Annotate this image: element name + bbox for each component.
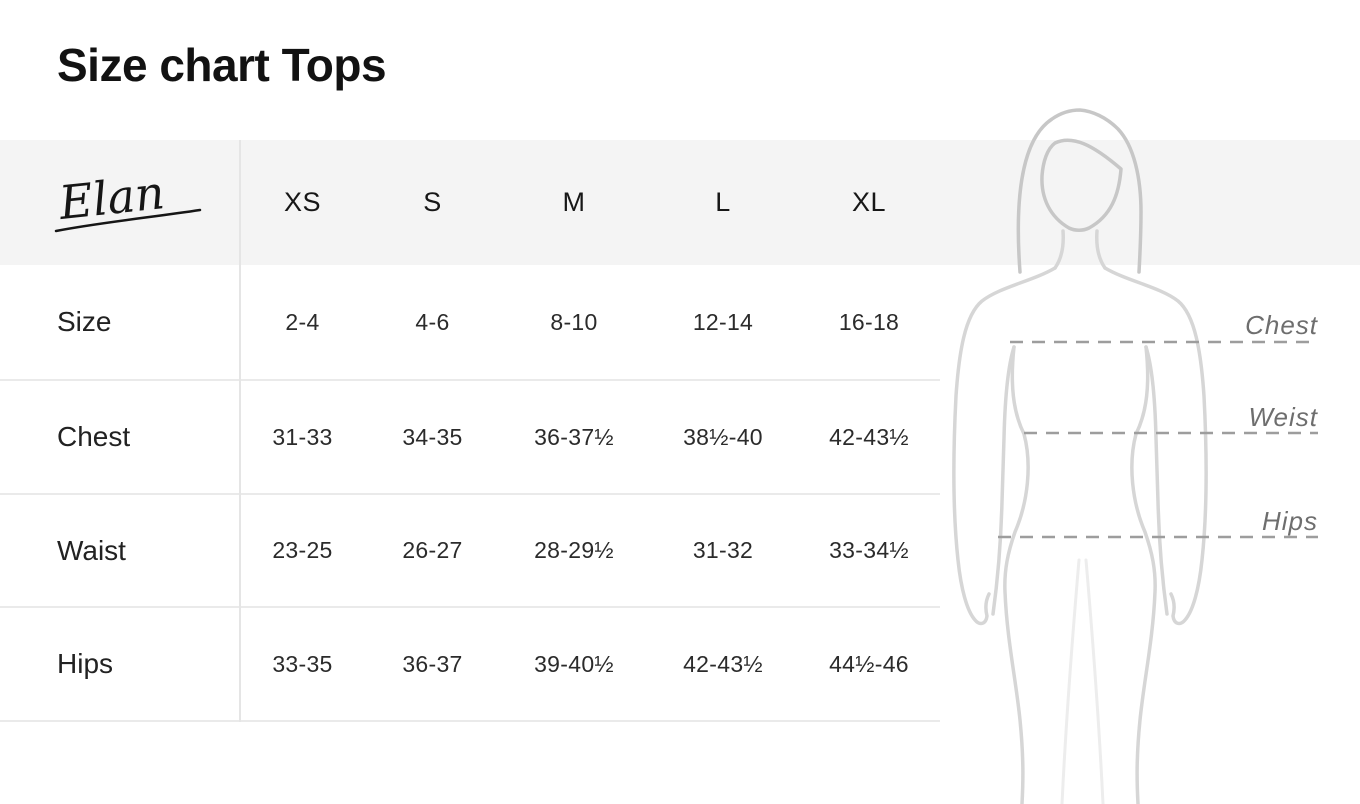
table-row-chest: Chest 31-33 34-35 36-37½ 38½-40 42-43½ <box>0 381 940 495</box>
brand-logo-text: Elan <box>56 165 167 230</box>
measurement-label-weist: Weist <box>1248 402 1318 432</box>
measurement-label-hips: Hips <box>1261 506 1318 536</box>
column-header-l: L <box>715 187 731 217</box>
table-cell: 36-37½ <box>534 423 614 450</box>
table-cell: 42-43½ <box>829 423 909 450</box>
figure-torso-leg-left <box>1003 345 1030 804</box>
figure-arm-right-inner <box>1144 345 1169 616</box>
table-cell: 33-34½ <box>829 537 909 563</box>
figure-face <box>1040 138 1123 232</box>
column-header-s: S <box>423 187 442 217</box>
table-cell: 38½-40 <box>683 423 763 450</box>
table-cell: 23-25 <box>272 537 333 563</box>
table-row-size: Size 2-4 4-6 8-10 12-14 16-18 <box>0 265 940 381</box>
body-figure-illustration <box>952 108 1318 804</box>
figure-arm-left-inner <box>991 345 1016 616</box>
column-header-xl: XL <box>851 187 887 217</box>
table-header-row: Elan XS S M L XL <box>0 140 940 265</box>
brand-logo: Elan <box>54 165 202 233</box>
table-cell: 34-35 <box>402 423 463 450</box>
table-cell: 31-32 <box>692 537 754 563</box>
table-vertical-divider <box>239 140 241 722</box>
brand-logo-underline <box>54 208 202 233</box>
column-header-m: M <box>562 187 586 217</box>
brand-cell: Elan <box>0 160 240 245</box>
table-cell: 39-40½ <box>534 650 614 677</box>
page-title: Size chart Tops <box>57 39 387 91</box>
figure-leg-inner-left <box>1060 558 1081 804</box>
table-cell: 44½-46 <box>829 650 909 677</box>
table-cell: 2-4 <box>285 308 320 335</box>
table-cell: 28-29½ <box>534 537 614 563</box>
table-cell: 16-18 <box>838 308 900 335</box>
row-label-size: Size <box>57 306 112 337</box>
row-label-waist: Waist <box>57 534 126 566</box>
table-cell: 8-10 <box>550 308 598 335</box>
size-table: Elan XS S M L XL Size 2-4 4-6 8-10 12-14… <box>0 140 940 722</box>
table-row-waist: Waist 23-25 26-27 28-29½ 31-32 33-34½ <box>0 495 940 608</box>
table-cell: 31-33 <box>272 423 333 450</box>
table-cell: 4-6 <box>415 308 450 335</box>
table-row-hips: Hips 33-35 36-37 39-40½ 42-43½ 44½-46 <box>0 608 940 722</box>
column-header-xs: XS <box>283 187 322 217</box>
row-label-hips: Hips <box>57 648 114 679</box>
measurement-label-chest: Chest <box>1245 310 1318 340</box>
figure-neck-right <box>1095 229 1107 270</box>
figure-leg-inner-right <box>1084 558 1105 804</box>
figure-hair <box>1016 108 1143 274</box>
figure-torso-leg-right <box>1130 345 1157 804</box>
figure-arm-left-outer <box>952 266 1057 626</box>
figure-neck-left <box>1053 229 1065 270</box>
table-cell: 33-35 <box>272 650 333 677</box>
table-cell: 36-37 <box>402 650 463 677</box>
row-label-chest: Chest <box>57 421 131 452</box>
table-cell: 12-14 <box>692 308 754 335</box>
figure-arm-right-outer <box>1103 266 1208 626</box>
table-cell: 26-27 <box>402 537 463 563</box>
table-cell: 42-43½ <box>683 650 763 677</box>
